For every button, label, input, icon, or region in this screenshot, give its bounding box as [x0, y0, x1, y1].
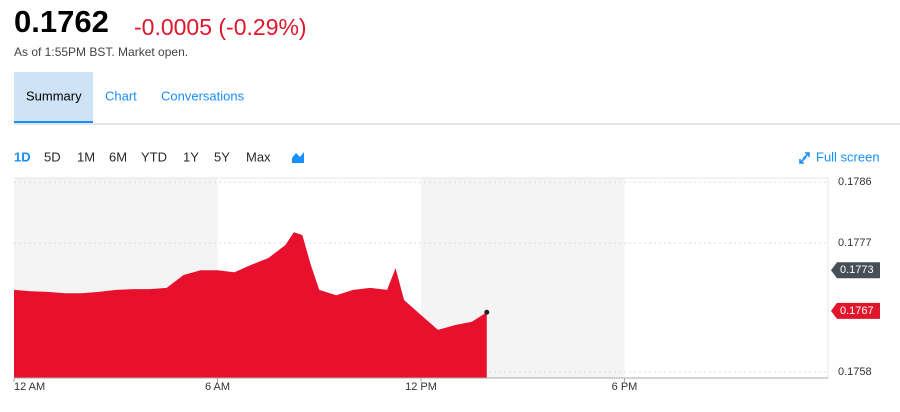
price-badge-label: 0.1773 [840, 264, 874, 276]
status: As of 1:55PM BST. Market open. [14, 45, 188, 59]
range-button[interactable]: 5D [44, 149, 61, 164]
chart-type-icon[interactable] [292, 152, 304, 163]
range-button[interactable]: 1Y [183, 149, 199, 164]
full-screen-icon[interactable] [799, 152, 810, 164]
y-tick-label: 0.1758 [838, 366, 872, 378]
price-area [14, 232, 487, 378]
price-badge [831, 302, 880, 319]
range-button[interactable]: 6M [109, 149, 127, 164]
range-button[interactable]: 1M [77, 149, 95, 164]
x-tick-label: 6 PM [612, 381, 638, 393]
full-screen[interactable]: Full screen [816, 149, 880, 164]
active-tab-underline [14, 121, 93, 124]
range-button[interactable]: YTD [141, 149, 167, 164]
last-point [484, 309, 490, 315]
x-tick-label: 12 PM [405, 381, 437, 393]
tab[interactable]: Conversations [161, 88, 245, 103]
range-button[interactable]: Max [246, 149, 271, 164]
tab-divider [14, 123, 900, 125]
price-change: -0.0005 (-0.29%) [134, 14, 307, 40]
y-tick-label: 0.1777 [838, 237, 872, 249]
y-tick-label: 0.1786 [838, 176, 872, 188]
price-badge-label: 0.1767 [840, 305, 874, 317]
price-badge [831, 262, 880, 279]
price: 0.1762 [14, 4, 109, 39]
tab[interactable]: Chart [105, 88, 137, 103]
x-tick-label: 12 AM [14, 381, 45, 393]
active-tab-bg [14, 72, 93, 124]
x-tick-label: 6 AM [205, 381, 230, 393]
tab[interactable]: Summary [26, 88, 82, 103]
range-button[interactable]: 1D [14, 149, 31, 164]
range-button[interactable]: 5Y [214, 149, 230, 164]
